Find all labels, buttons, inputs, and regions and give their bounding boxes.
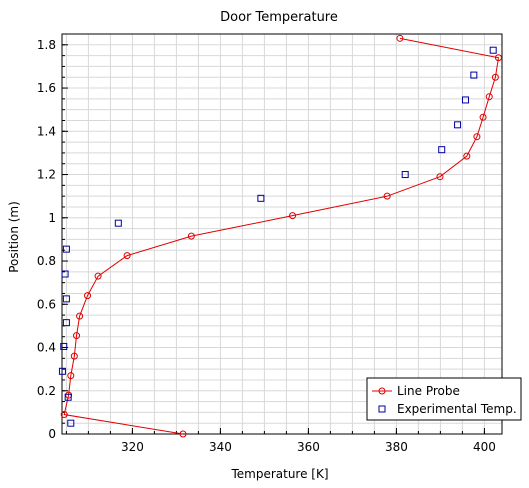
x-tick-label: 380 (385, 440, 408, 454)
experimental-point (454, 121, 462, 129)
line-probe-point (73, 332, 81, 340)
series-layer (58, 34, 502, 438)
experimental-point (61, 270, 69, 278)
x-tick-label: 320 (121, 440, 144, 454)
legend-line-probe-marker (378, 387, 386, 395)
line-probe-point (70, 352, 78, 360)
line-probe-point (179, 430, 187, 438)
chart-title: Door Temperature (220, 10, 338, 25)
x-tick-label: 360 (297, 440, 320, 454)
line-probe-point (94, 272, 102, 280)
legend-line-probe-label: Line Probe (397, 384, 460, 398)
experimental-point (438, 146, 446, 154)
x-tick-label: 340 (209, 440, 232, 454)
line-probe-point (76, 312, 84, 320)
y-tick-label: 1 (48, 211, 56, 225)
plot-frame (61, 33, 503, 435)
y-tick-label: 0.2 (37, 384, 56, 398)
legend-experimental-marker (378, 405, 386, 413)
experimental-point (58, 367, 66, 375)
y-tick-label: 1.6 (37, 81, 56, 95)
line-probe-point (84, 292, 92, 300)
legend-experimental-label: Experimental Temp. (397, 402, 517, 416)
experimental-point (62, 295, 70, 303)
x-axis-ticks: 320 340 360 380 400 (121, 428, 496, 454)
line-probe-point (485, 93, 493, 101)
experimental-point (461, 96, 469, 104)
legend: Line Probe Experimental Temp. (366, 377, 522, 421)
experimental-point (489, 46, 497, 54)
experimental-point (62, 245, 70, 253)
y-axis-label: Position (m) (7, 201, 21, 273)
y-tick-label: 1.4 (37, 124, 56, 138)
line-probe-point (289, 212, 297, 220)
y-tick-label: 0 (48, 427, 56, 441)
experimental-point (114, 219, 122, 227)
experimental-point (62, 319, 70, 327)
y-tick-label: 0.4 (37, 341, 56, 355)
experimental-point (470, 71, 478, 79)
experimental-point (64, 393, 72, 401)
line-probe-point (60, 411, 68, 419)
experimental-point (257, 194, 265, 202)
grid (62, 33, 502, 434)
line-probe-point (491, 73, 499, 81)
x-axis-label: Temperature [K] (230, 467, 328, 481)
line-probe-point (123, 252, 131, 260)
line-probe-point (473, 133, 481, 141)
experimental-point (60, 342, 68, 350)
line-probe-point (396, 34, 404, 42)
line-probe-point (494, 54, 502, 62)
y-tick-label: 0.8 (37, 254, 56, 268)
line-probe-point (187, 232, 195, 240)
experimental-point (401, 171, 409, 179)
line-probe-point (436, 173, 444, 181)
line-probe-point (383, 192, 391, 200)
y-tick-label: 1.8 (37, 38, 56, 52)
x-tick-label: 400 (473, 440, 496, 454)
experimental-point (67, 419, 75, 427)
line-probe-line (63, 37, 500, 435)
y-axis-ticks: 0 0.2 0.4 0.6 0.8 1 1.2 1.4 1.6 1.8 (37, 38, 68, 441)
line-probe-point (463, 152, 471, 160)
line-probe-point (67, 372, 75, 380)
y-tick-label: 0.6 (37, 297, 56, 311)
y-tick-label: 1.2 (37, 168, 56, 182)
line-probe-point (479, 113, 487, 121)
legend-box (366, 377, 522, 421)
